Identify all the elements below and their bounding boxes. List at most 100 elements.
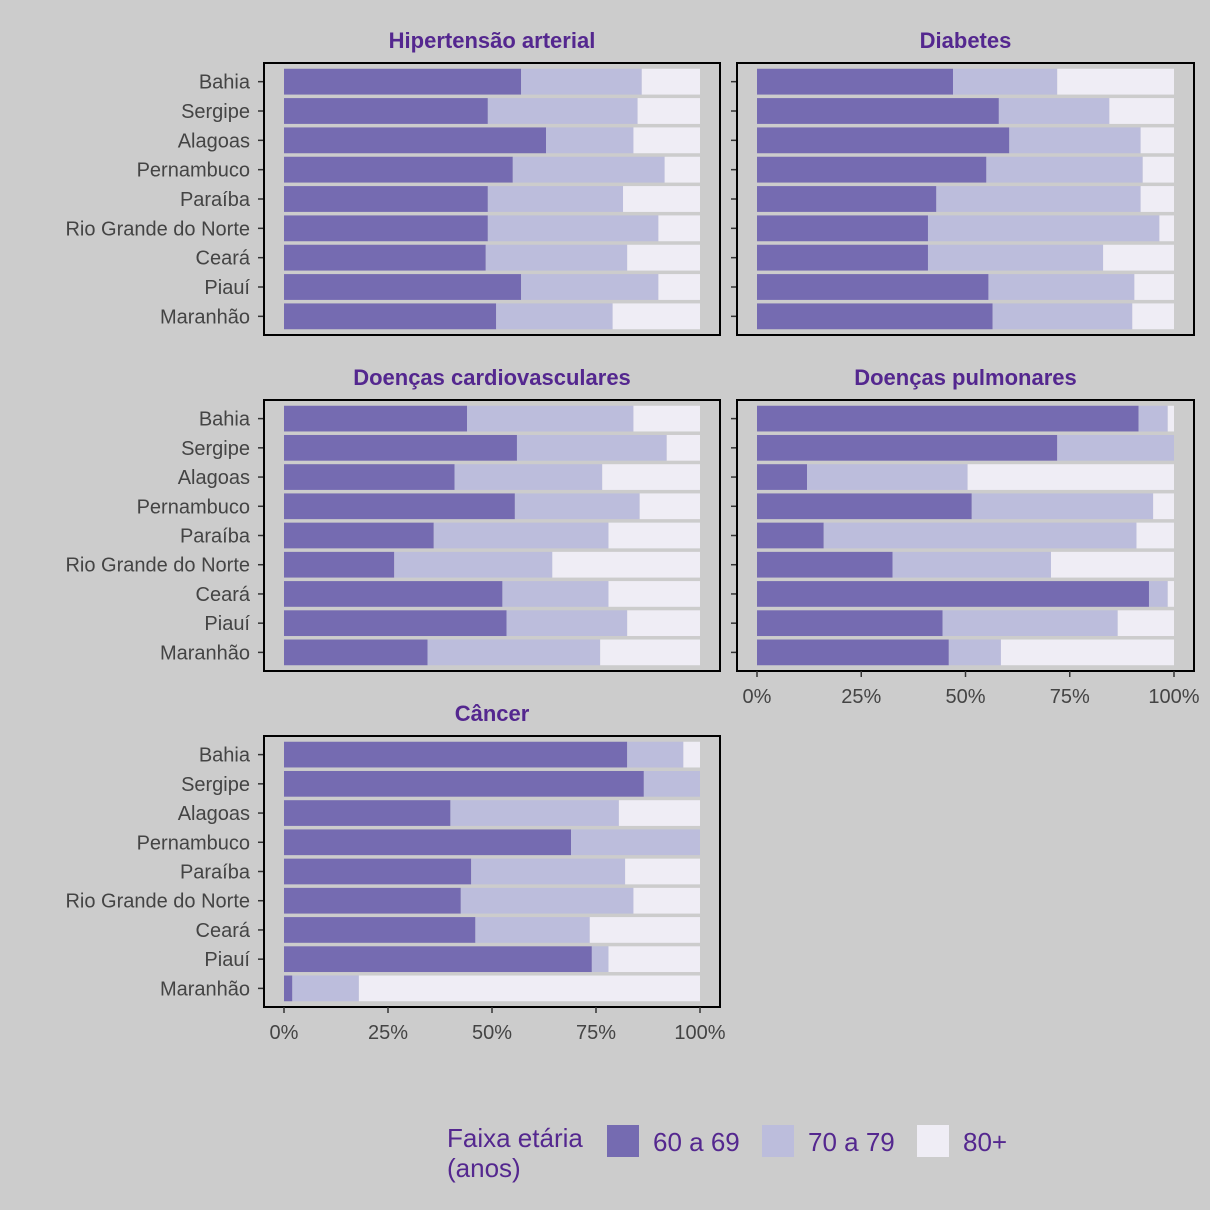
bar-bahia-70-a-79 — [521, 68, 642, 95]
bar-rio-grande-do-norte-80 — [552, 551, 700, 578]
panel-cancer: Câncer Bahia Sergipe Alagoas Pernambuco Paraí… — [65, 701, 725, 1044]
panel-frame — [736, 62, 1195, 336]
bar-pernambuco-70-a-79 — [512, 156, 665, 183]
category-label-piaui: Piauí — [204, 949, 250, 971]
bar-rio-grande-do-norte-70-a-79 — [927, 215, 1160, 242]
bar-ceara-60-a-69 — [284, 917, 476, 943]
bar-paraiba-60-a-69 — [284, 522, 434, 549]
bar-rio-grande-do-norte-60-a-69 — [284, 887, 461, 914]
category-label-alagoas: Alagoas — [178, 130, 250, 152]
bar-sergipe-80 — [637, 98, 700, 124]
bar-paraiba-70-a-79 — [823, 522, 1137, 549]
category-label-bahia: Bahia — [199, 409, 251, 431]
bar-maranhao-80 — [600, 639, 700, 666]
category-label-maranhao: Maranhão — [160, 978, 250, 1000]
bar-piaui-60-a-69 — [284, 274, 522, 300]
bar-paraiba-80 — [608, 522, 700, 549]
bar-sergipe-70-a-79 — [643, 770, 700, 797]
bar-pernambuco-70-a-79 — [571, 829, 700, 856]
bar-maranhao-70-a-79 — [427, 639, 601, 666]
bar-alagoas-80 — [618, 800, 700, 826]
bar-piaui-80 — [608, 946, 700, 973]
bar-pernambuco-70-a-79 — [986, 156, 1143, 183]
bar-sergipe-60-a-69 — [284, 98, 488, 124]
legend: Faixa etária(anos) 60 a 69 70 a 79 80+ — [447, 1123, 1007, 1183]
bar-rio-grande-do-norte-80 — [1050, 551, 1174, 578]
bar-pernambuco-60-a-69 — [284, 156, 513, 183]
bar-rio-grande-do-norte-70-a-79 — [487, 215, 659, 242]
bar-paraiba-60-a-69 — [757, 522, 824, 549]
bar-sergipe-70-a-79 — [516, 434, 667, 461]
category-label-pernambuco: Pernambuco — [137, 832, 250, 854]
x-tick-label: 75% — [1050, 686, 1090, 708]
bar-piaui-70-a-79 — [988, 274, 1135, 300]
bar-pernambuco-70-a-79 — [971, 493, 1154, 520]
x-tick-label: 0% — [743, 686, 772, 708]
bar-pernambuco-70-a-79 — [514, 493, 640, 520]
bar-alagoas-80 — [1140, 127, 1174, 154]
category-label-paraiba: Paraíba — [180, 526, 251, 548]
bar-pernambuco-80 — [1153, 493, 1174, 520]
bar-bahia-60-a-69 — [284, 405, 468, 432]
bar-alagoas-80 — [602, 464, 700, 490]
bar-maranhao-70-a-79 — [496, 303, 613, 330]
bar-bahia-60-a-69 — [284, 741, 628, 768]
category-label-alagoas: Alagoas — [178, 803, 250, 825]
bar-rio-grande-do-norte-80 — [1159, 215, 1174, 242]
bar-ceara-70-a-79 — [927, 244, 1104, 271]
category-label-rio-grande-do-norte: Rio Grande do Norte — [65, 218, 250, 240]
bar-piaui-70-a-79 — [506, 610, 628, 637]
legend-key-70-a-79 — [762, 1125, 794, 1157]
bar-maranhao-80 — [612, 303, 700, 330]
category-label-piaui: Piauí — [204, 277, 250, 299]
x-tick-label: 100% — [674, 1022, 725, 1044]
category-label-rio-grande-do-norte: Rio Grande do Norte — [65, 555, 250, 577]
bar-ceara-80 — [589, 917, 700, 943]
legend-label-80: 80+ — [963, 1127, 1007, 1157]
bar-piaui-80 — [1117, 610, 1174, 637]
panel-doencas-pulmonares: Doenças pulmonares 0% 25% 50% 75% 100% — [731, 365, 1200, 708]
bar-pernambuco-60-a-69 — [284, 829, 572, 856]
bar-ceara-70-a-79 — [475, 917, 590, 943]
x-tick-label: 75% — [576, 1022, 616, 1044]
bar-paraiba-80 — [1140, 186, 1174, 212]
bar-alagoas-60-a-69 — [284, 464, 455, 490]
category-label-sergipe: Sergipe — [181, 774, 250, 796]
legend-key-60-a-69 — [607, 1125, 639, 1157]
x-tick-label: 0% — [270, 1022, 299, 1044]
bar-sergipe-60-a-69 — [284, 434, 517, 461]
bar-bahia-70-a-79 — [952, 68, 1058, 95]
bar-ceara-60-a-69 — [757, 244, 928, 271]
bar-paraiba-70-a-79 — [487, 186, 624, 212]
bar-maranhao-60-a-69 — [757, 639, 949, 666]
bar-pernambuco-80 — [639, 493, 700, 520]
bar-alagoas-80 — [967, 464, 1174, 490]
category-label-ceara: Ceará — [196, 920, 251, 942]
bar-maranhao-70-a-79 — [292, 975, 359, 1002]
bar-paraiba-80 — [623, 186, 700, 212]
panel-doencas-cardiovasculares: Doenças cardiovasculares Bahia Sergipe Alag… — [65, 365, 721, 672]
bar-rio-grande-do-norte-80 — [633, 887, 700, 914]
bar-maranhao-70-a-79 — [948, 639, 1001, 666]
category-label-maranhao: Maranhão — [160, 642, 250, 664]
bar-alagoas-80 — [633, 127, 700, 154]
bar-piaui-60-a-69 — [284, 610, 507, 637]
bar-ceara-70-a-79 — [502, 581, 609, 607]
x-tick-label: 50% — [472, 1022, 512, 1044]
bar-rio-grande-do-norte-70-a-79 — [460, 887, 634, 914]
bar-alagoas-70-a-79 — [807, 464, 968, 490]
category-label-ceara: Ceará — [196, 584, 251, 606]
bar-rio-grande-do-norte-60-a-69 — [284, 215, 488, 242]
bar-bahia-80 — [633, 405, 700, 432]
bar-ceara-80 — [627, 244, 700, 271]
panel-title: Câncer — [455, 701, 530, 726]
bar-bahia-70-a-79 — [467, 405, 634, 432]
category-label-sergipe: Sergipe — [181, 101, 250, 123]
bar-maranhao-80 — [1000, 639, 1174, 666]
bar-bahia-60-a-69 — [757, 405, 1139, 432]
bar-rio-grande-do-norte-60-a-69 — [757, 215, 928, 242]
bar-piaui-60-a-69 — [757, 274, 989, 300]
panel-frame — [263, 399, 721, 672]
bar-paraiba-80 — [1136, 522, 1174, 549]
panel-frame — [263, 62, 721, 336]
